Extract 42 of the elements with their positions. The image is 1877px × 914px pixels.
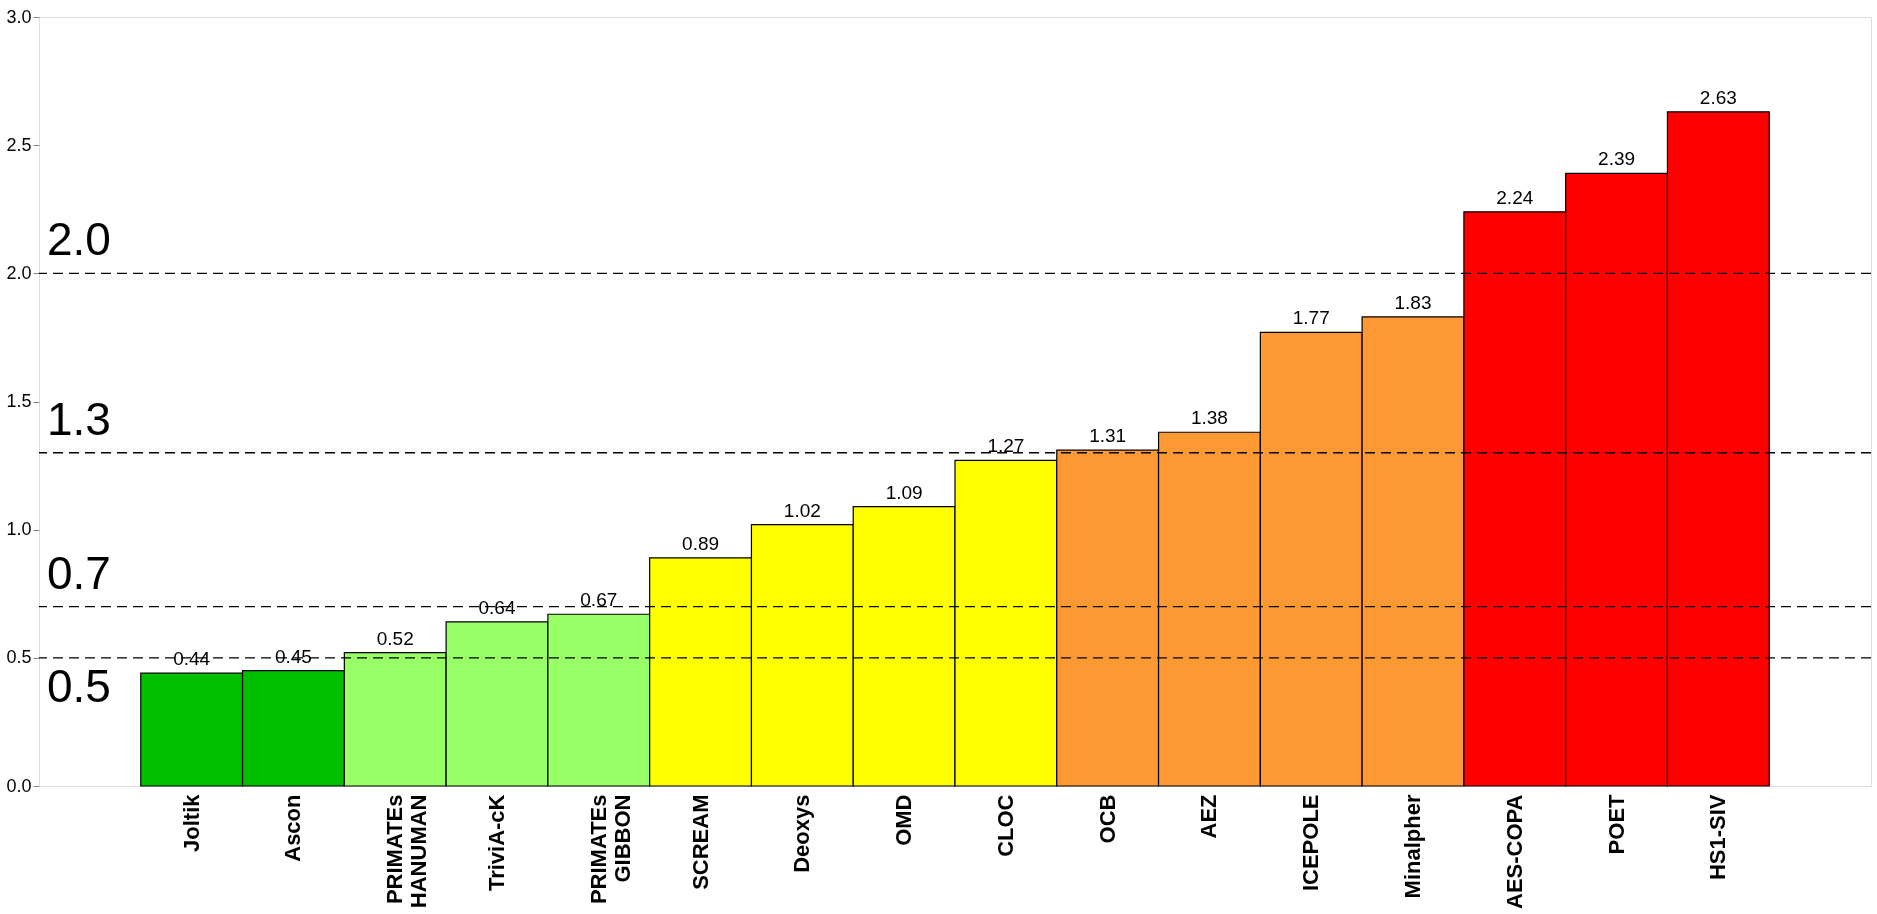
x-tick-label: Minalpher — [1400, 794, 1425, 899]
data-label: 0.89 — [682, 532, 720, 554]
y-tick-label: 3.0 — [6, 6, 32, 27]
ref-line-label: 2.0 — [47, 213, 111, 266]
data-label: 2.24 — [1496, 186, 1534, 208]
x-tick-label: PRIMATEs GIBBON — [585, 794, 635, 905]
data-label: 0.67 — [580, 589, 618, 611]
data-label: 2.39 — [1598, 148, 1636, 170]
data-label: 0.52 — [376, 627, 414, 649]
x-tick-label: AES-COPA — [1501, 794, 1527, 909]
data-label: 1.27 — [987, 435, 1025, 457]
y-tick-label: 1.0 — [6, 519, 32, 540]
x-tick-label: OCB — [1094, 794, 1120, 844]
y-tick-label: 1.5 — [6, 391, 32, 411]
x-tick-label: PRIMATEs HANUMAN — [382, 794, 432, 909]
data-label: 2.63 — [1699, 86, 1737, 108]
x-tick-label: Deoxys — [789, 794, 815, 873]
x-tick-label: POET — [1603, 793, 1629, 855]
data-label: 1.31 — [1089, 425, 1127, 447]
data-label: 1.02 — [783, 499, 821, 521]
data-label: 1.77 — [1292, 307, 1330, 329]
data-label: 1.09 — [885, 481, 923, 503]
data-label: 1.83 — [1394, 291, 1432, 313]
y-tick-label: 0.5 — [6, 647, 32, 668]
ref-line-label: 0.5 — [47, 659, 111, 712]
ref-line-label: 0.7 — [47, 546, 111, 599]
ref-line-label: 1.3 — [47, 392, 111, 445]
data-label: 0.44 — [173, 648, 211, 670]
x-tick-label: CLOC — [992, 794, 1018, 857]
x-tick-label: Ascon — [280, 794, 306, 862]
y-tick-label: 2.0 — [6, 262, 32, 283]
x-tick-label: OMD — [891, 794, 917, 846]
data-label: 0.64 — [478, 596, 516, 618]
y-tick-label: 2.5 — [6, 134, 32, 155]
x-tick-label: Joltik — [178, 793, 204, 852]
data-label: 1.38 — [1190, 407, 1228, 429]
x-tick-label: TriviA-cK — [484, 794, 509, 892]
y-tick-label: 0.0 — [6, 775, 32, 796]
x-tick-label: SCREAM — [687, 794, 713, 890]
x-tick-label: AEZ — [1196, 794, 1222, 839]
x-tick-label: ICEPOLE — [1298, 794, 1324, 892]
x-tick-label: HS1-SIV — [1705, 794, 1731, 881]
